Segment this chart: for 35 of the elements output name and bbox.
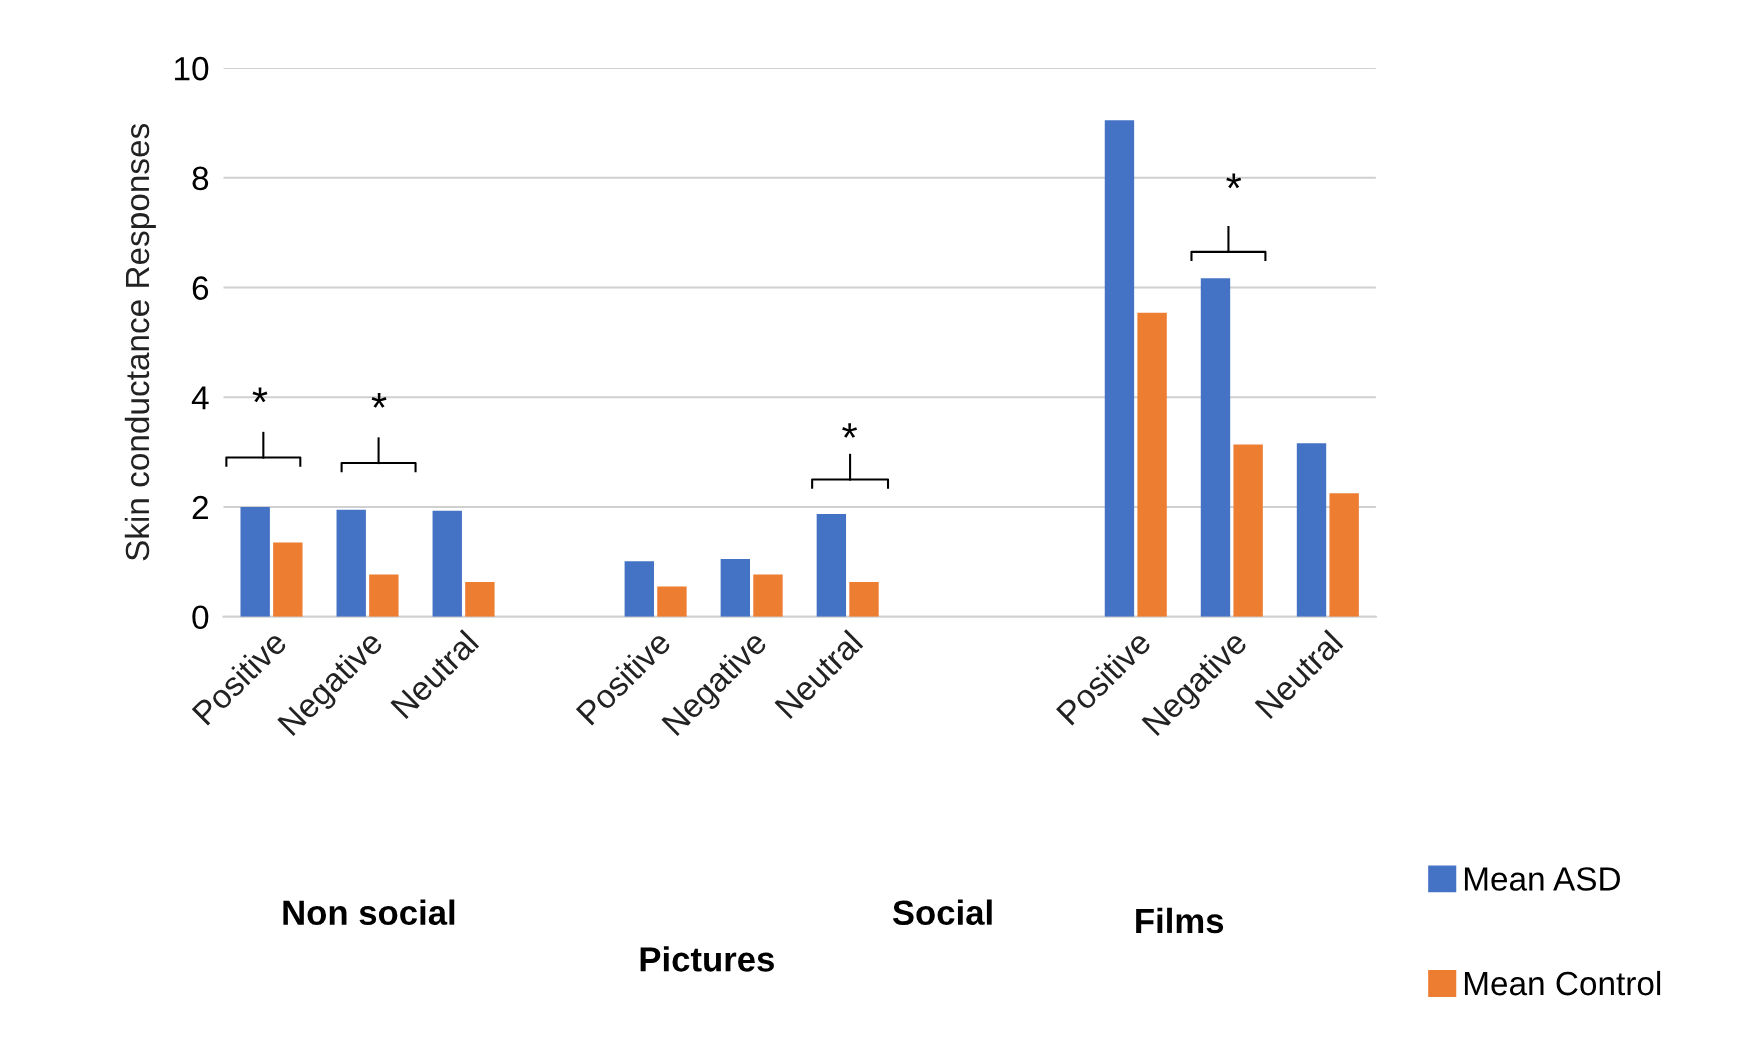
y-tick-label: 6	[192, 276, 209, 300]
bar	[432, 510, 462, 617]
legend-label: Mean Control	[1464, 970, 1661, 996]
bar	[657, 586, 687, 617]
y-tick-label: 8	[192, 166, 209, 191]
y-axis-title: Skin conductance Responses	[124, 123, 156, 561]
bar	[369, 574, 399, 617]
y-tick-label: 4	[191, 386, 209, 410]
legend-label: Mean ASD	[1464, 867, 1620, 891]
bar	[273, 542, 303, 617]
bar	[816, 514, 847, 617]
bar	[1329, 493, 1359, 617]
bar	[336, 509, 366, 617]
bar	[1233, 444, 1263, 617]
y-tick-label: 2	[192, 495, 208, 520]
y-tick-label: 0	[192, 605, 209, 630]
annotation: *	[1226, 173, 1242, 189]
bar	[624, 561, 654, 617]
text: Non social	[283, 899, 455, 926]
text: Pictures	[640, 946, 774, 972]
bar	[1200, 278, 1231, 617]
bar	[1296, 443, 1327, 617]
annotation: *	[842, 423, 858, 438]
y-tick-label: 10	[175, 56, 209, 81]
bar	[1104, 120, 1135, 617]
text: Films	[1136, 907, 1224, 934]
bar	[753, 574, 783, 617]
bar	[720, 559, 751, 617]
text: Social	[892, 899, 992, 926]
bar	[849, 582, 879, 617]
bar	[465, 582, 495, 617]
annotation: *	[252, 387, 268, 403]
bar	[240, 506, 270, 617]
bar	[1137, 312, 1167, 617]
annotation: *	[371, 393, 387, 408]
